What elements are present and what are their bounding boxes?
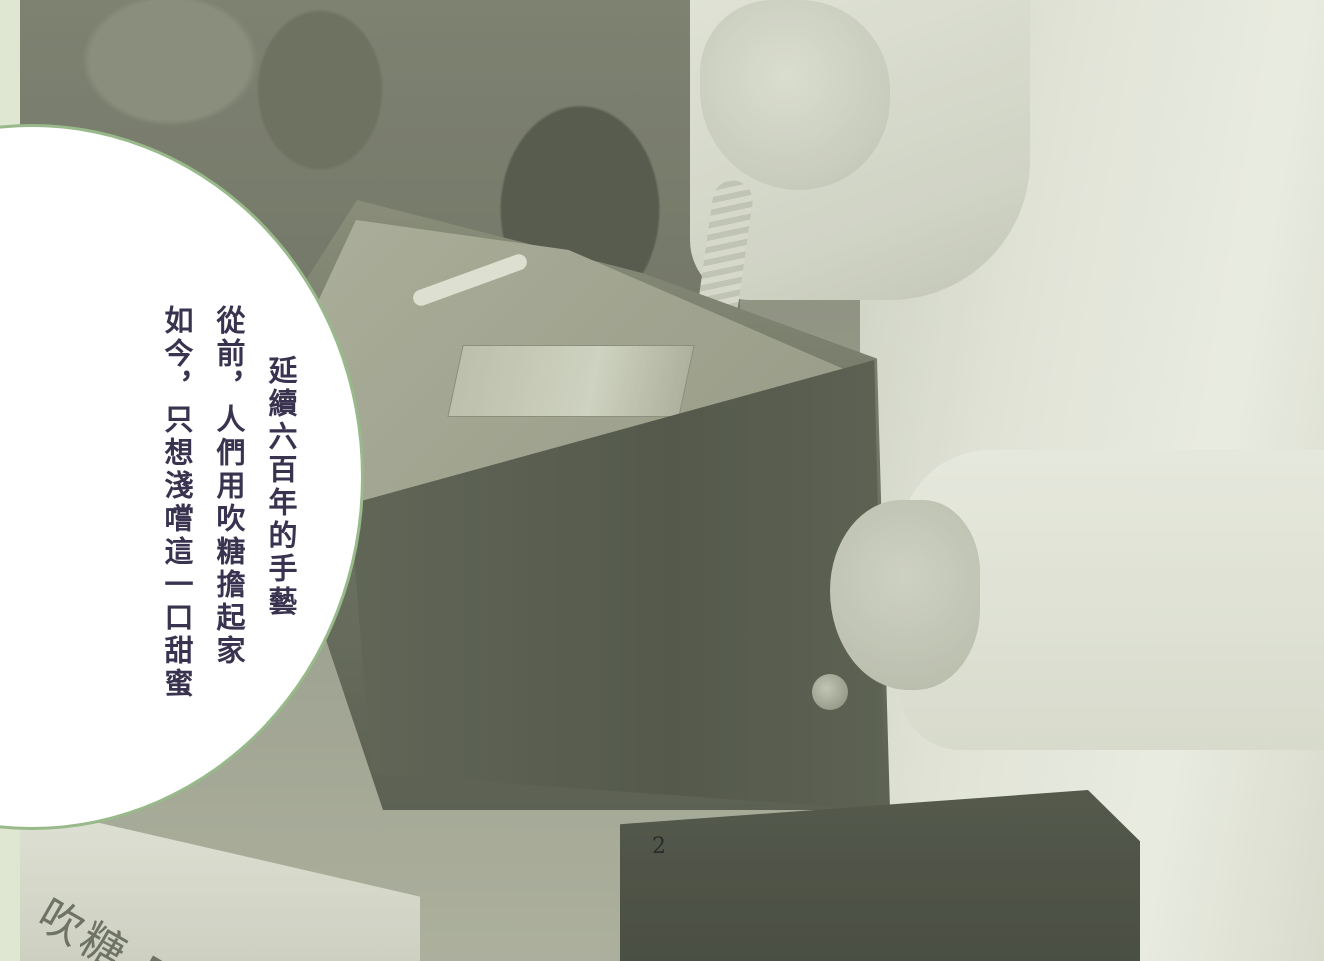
text-line-present: 如今，只想淺嚐這一口甜蜜 <box>160 305 194 701</box>
photo-lower-tray <box>620 790 1140 961</box>
photo-knob <box>812 674 848 710</box>
page-number: 2 <box>652 834 666 859</box>
photo-metal-plate <box>447 345 695 417</box>
heading-vertical: 延續六百年的手藝 <box>264 355 298 619</box>
photo-raised-fist <box>700 0 890 190</box>
photo-hand <box>830 500 980 690</box>
text-line-past: 從前，人們用吹糖擔起家 <box>212 305 246 668</box>
